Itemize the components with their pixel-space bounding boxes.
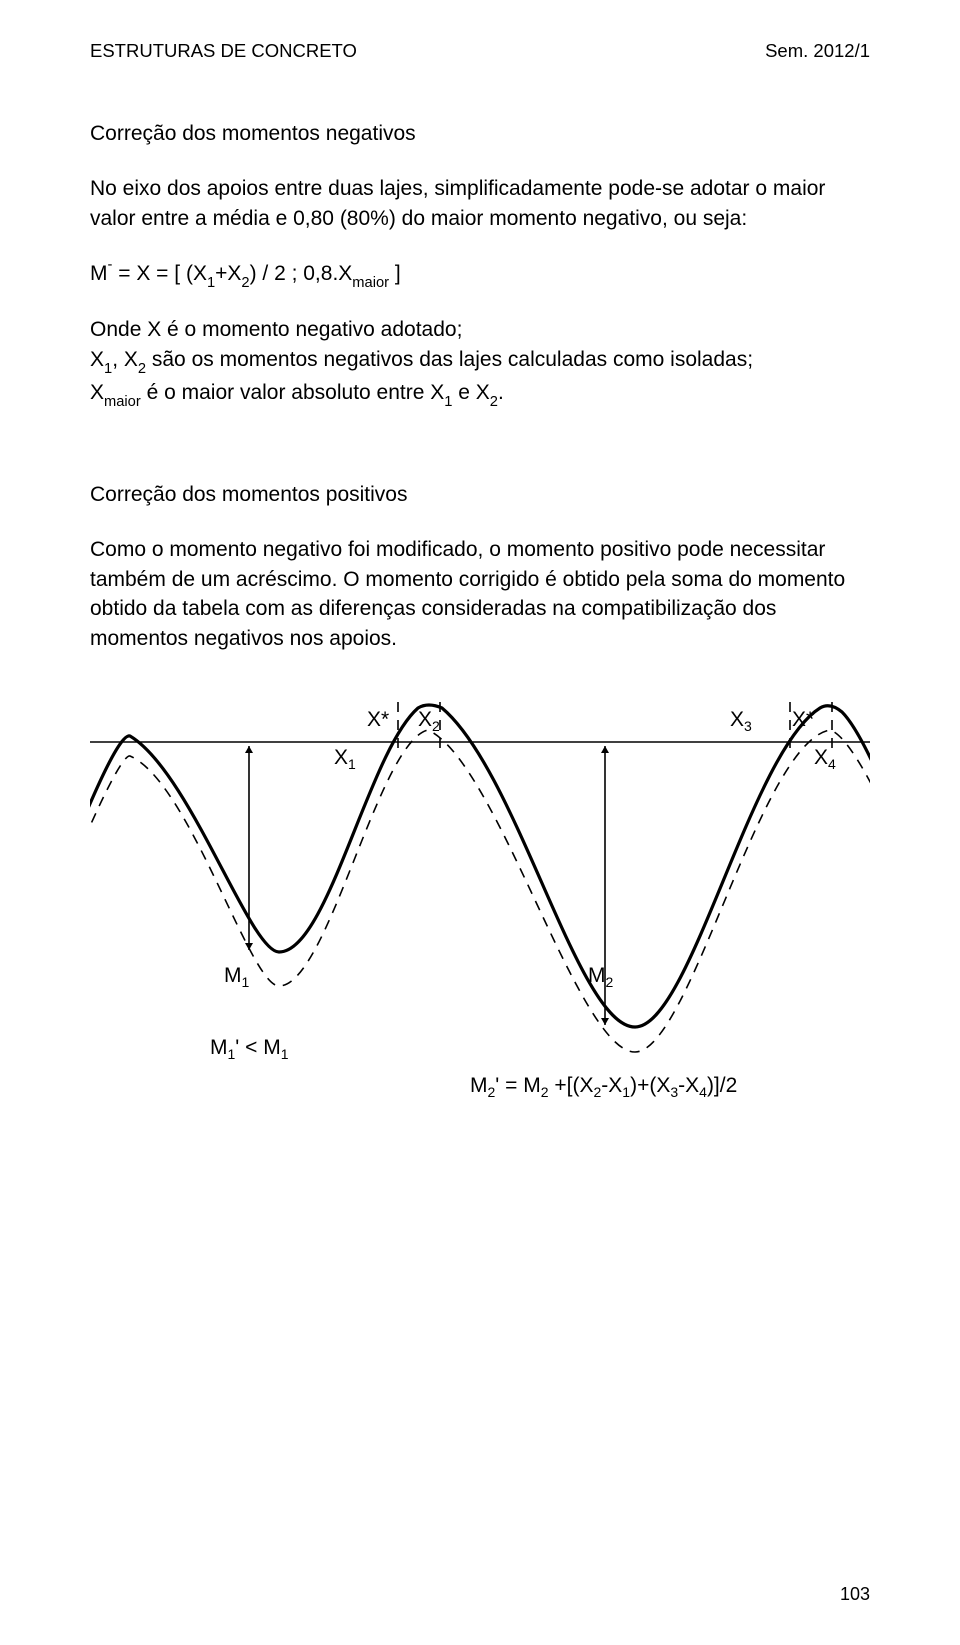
formula-line: M- = X = [ (X1+X2) / 2 ; 0,8.Xmaior ] — [90, 260, 870, 289]
svg-text:M2: M2 — [588, 964, 614, 990]
svg-text:X*: X* — [367, 708, 389, 731]
onde-l2c: são os momentos negativos das lajes calc… — [146, 348, 753, 371]
onde-l2s1: 1 — [104, 361, 112, 377]
svg-text:M1: M1 — [224, 964, 250, 990]
formula-seg1: = X = [ (X — [112, 262, 207, 285]
formula-seg3: ) / 2 ; 0,8.X — [250, 262, 353, 285]
onde-l3d: . — [498, 381, 504, 404]
onde-l3b: é o maior valor absoluto entre X — [141, 381, 445, 404]
header-right: Sem. 2012/1 — [765, 40, 870, 62]
moment-diagram: X*X2X1X3X*X4M1M2M1' < M1M2' = M2 +[(X2-X… — [90, 694, 870, 1129]
header-left: ESTRUTURAS DE CONCRETO — [90, 40, 357, 62]
onde-l3s1: maior — [104, 394, 141, 410]
page-number: 103 — [840, 1584, 870, 1605]
formula-sub2: 2 — [241, 275, 249, 291]
svg-text:X4: X4 — [814, 746, 836, 772]
onde-l2s2: 2 — [138, 361, 146, 377]
svg-text:M1' < M1: M1' < M1 — [210, 1036, 289, 1062]
formula-m: M — [90, 262, 108, 285]
onde-l2b: , X — [112, 348, 138, 371]
svg-text:X1: X1 — [334, 746, 356, 772]
diagram-svg: X*X2X1X3X*X4M1M2M1' < M1M2' = M2 +[(X2-X… — [90, 694, 870, 1124]
onde-l3s3: 2 — [490, 394, 498, 410]
section2-para: Como o momento negativo foi modificado, … — [90, 535, 870, 654]
onde-l2a: X — [90, 348, 104, 371]
svg-text:X2: X2 — [418, 708, 440, 734]
formula-sub3: maior — [352, 275, 389, 291]
onde-l3c: e X — [452, 381, 489, 404]
section2-title: Correção dos momentos positivos — [90, 483, 870, 507]
onde-l1: Onde X é o momento negativo adotado; — [90, 318, 462, 341]
formula-sub1: 1 — [207, 275, 215, 291]
svg-text:X*: X* — [792, 708, 814, 731]
formula-seg2: +X — [215, 262, 241, 285]
svg-text:M2' = M2 +[(X2-X1)+(X3-X4)]/2: M2' = M2 +[(X2-X1)+(X3-X4)]/2 — [470, 1074, 737, 1100]
formula-sup: - — [108, 257, 113, 273]
onde-l3a: X — [90, 381, 104, 404]
onde-l3s2: 1 — [444, 394, 452, 410]
formula-seg4: ] — [389, 262, 401, 285]
section1-title: Correção dos momentos negativos — [90, 122, 870, 146]
svg-text:X3: X3 — [730, 708, 752, 734]
section1-para: No eixo dos apoios entre duas lajes, sim… — [90, 174, 870, 234]
onde-block: Onde X é o momento negativo adotado; X1,… — [90, 315, 870, 411]
